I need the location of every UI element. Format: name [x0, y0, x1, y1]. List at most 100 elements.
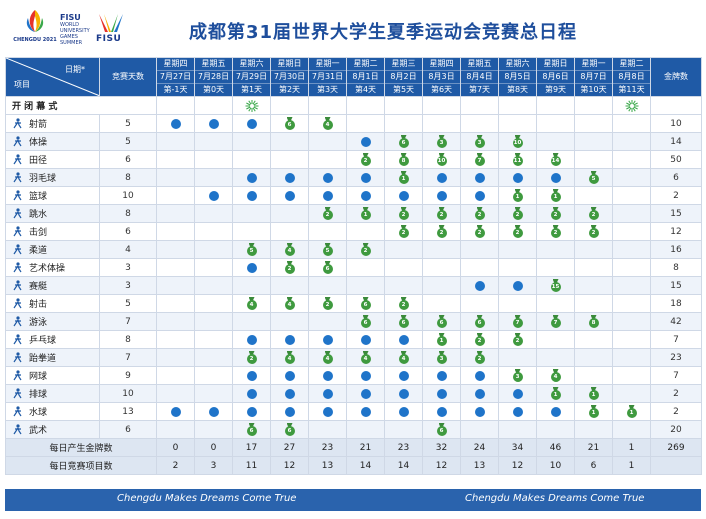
gold-count-header: 金牌数 — [650, 57, 702, 97]
day-weekday: 星期日 — [271, 59, 308, 71]
sport-row: 田径 6 2 8 10 7 11 14 50 — [5, 150, 702, 169]
medal-ribbon — [400, 153, 407, 157]
day-label: 第11天 — [618, 85, 645, 94]
competition-dot — [436, 172, 447, 183]
competition-dot — [398, 406, 409, 417]
day-header-11: 星期日 8月6日 第9天 — [536, 57, 575, 97]
schedule-cell — [156, 348, 195, 367]
gold-medal-icon: 6 — [436, 423, 447, 436]
day-date: 8月5日 — [499, 71, 536, 84]
competition-dot — [246, 190, 257, 201]
schedule-cell — [422, 294, 461, 313]
schedule-cell: 6 — [232, 420, 271, 439]
competition-dot — [246, 334, 257, 345]
sport-name-cell: 武术 — [5, 420, 100, 439]
sport-name-cell: 水球 — [5, 402, 100, 421]
gold-medal-icon: 4 — [360, 351, 371, 364]
medal-count: 7 — [512, 318, 523, 328]
corner-date-label: 日期* — [65, 65, 85, 74]
sport-gold-count: 20 — [650, 420, 702, 439]
sport-gold-count: 14 — [650, 132, 702, 151]
daily-events-row-value: 11 — [232, 456, 271, 475]
competition-dot — [208, 406, 219, 417]
schedule-cell — [498, 240, 537, 259]
sport-name-cell: 艺术体操 — [5, 258, 100, 277]
sport-name-cell: 羽毛球 — [5, 168, 100, 187]
gold-medal-icon: 5 — [322, 243, 333, 256]
schedule-cell — [156, 402, 195, 421]
medal-count: 4 — [246, 300, 257, 310]
day-date: 8月8日 — [613, 71, 650, 84]
daily-events-row-value: 1 — [612, 456, 651, 475]
day-weekday: 星期五 — [195, 59, 232, 71]
medal-ribbon — [362, 351, 369, 355]
medal-ribbon — [552, 387, 559, 391]
medal-count: 5 — [246, 246, 257, 256]
sport-name-cell: 跳水 — [5, 204, 100, 223]
day-label: 第6天 — [430, 85, 453, 94]
schedule-cell: 1 — [612, 402, 651, 421]
sport-name: 赛艇 — [29, 282, 48, 292]
competition-dot — [246, 388, 257, 399]
schedule-cell — [308, 132, 347, 151]
fisu-line: GAMES — [60, 34, 78, 40]
medal-count: 1 — [550, 390, 561, 400]
schedule-cell — [308, 312, 347, 331]
schedule-cell — [156, 294, 195, 313]
day-label: 第3天 — [316, 85, 339, 94]
competition-dot — [360, 334, 371, 345]
medal-ribbon — [590, 387, 597, 391]
day-date: 7月31日 — [309, 71, 346, 84]
ceremony-gold-cell — [650, 96, 702, 115]
medal-ribbon — [362, 243, 369, 247]
medal-count: 6 — [360, 300, 371, 310]
sport-row: 水球 13 1 1 2 — [5, 402, 702, 421]
sport-name: 艺术体操 — [29, 264, 66, 274]
schedule-cell — [612, 222, 651, 241]
day-header-12: 星期一 8月7日 第10天 — [574, 57, 613, 97]
sport-pictogram-icon — [12, 190, 23, 201]
medal-ribbon — [248, 243, 255, 247]
schedule-cell — [460, 258, 499, 277]
medal-ribbon — [400, 225, 407, 229]
medal-count: 6 — [360, 318, 371, 328]
competition-dot — [322, 334, 333, 345]
medal-ribbon — [248, 423, 255, 427]
schedule-cell — [156, 168, 195, 187]
medal-ribbon — [590, 315, 597, 319]
schedule-cell — [156, 114, 195, 133]
schedule-cell — [460, 384, 499, 403]
schedule-cell: 2 — [498, 222, 537, 241]
schedule-cell — [574, 258, 613, 277]
day-header-2: 星期五 7月28日 第0天 — [194, 57, 233, 97]
schedule-cell — [270, 186, 309, 205]
schedule-cell — [156, 276, 195, 295]
schedule-cell — [422, 168, 461, 187]
schedule-cell: 6 — [384, 312, 423, 331]
schedule-cell: 3 — [498, 366, 537, 385]
day-header-6: 星期二 8月1日 第4天 — [346, 57, 385, 97]
sport-pictogram-icon — [12, 316, 23, 327]
gold-medal-icon: 6 — [436, 315, 447, 328]
medal-count: 2 — [474, 354, 485, 364]
medal-count: 6 — [398, 138, 409, 148]
schedule-cell — [194, 330, 233, 349]
medal-ribbon — [438, 135, 445, 139]
sport-gold-count: 7 — [650, 330, 702, 349]
competition-dot — [246, 262, 257, 273]
schedule-cell — [194, 402, 233, 421]
day-label: 第-1天 — [163, 85, 188, 94]
sport-days-count: 10 — [99, 384, 157, 403]
gold-medal-icon: 2 — [550, 225, 561, 238]
medal-count: 4 — [360, 354, 371, 364]
schedule-cell — [194, 312, 233, 331]
sport-name: 跆拳道 — [29, 354, 57, 364]
sport-name: 游泳 — [29, 318, 48, 328]
schedule-cell — [156, 330, 195, 349]
sport-name-cell: 篮球 — [5, 186, 100, 205]
medal-count: 2 — [398, 228, 409, 238]
day-label: 第9天 — [544, 85, 567, 94]
schedule-cell — [536, 240, 575, 259]
sport-gold-count: 10 — [650, 114, 702, 133]
sport-row: 赛艇 3 15 15 — [5, 276, 702, 295]
